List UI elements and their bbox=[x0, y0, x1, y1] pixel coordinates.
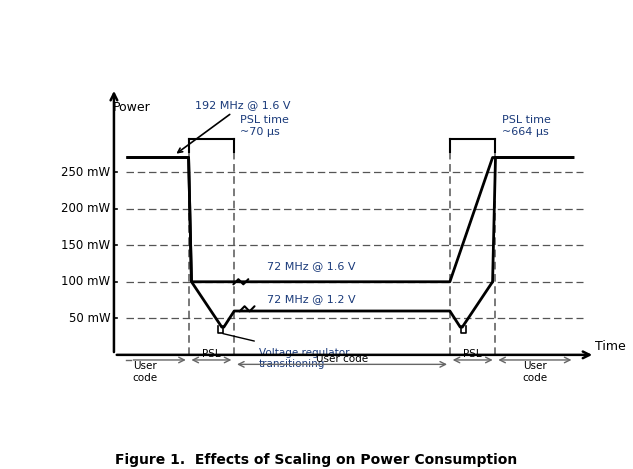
Text: PSL: PSL bbox=[463, 349, 482, 359]
Text: 72 MHz @ 1.6 V: 72 MHz @ 1.6 V bbox=[267, 262, 356, 272]
Text: User
code: User code bbox=[132, 362, 158, 383]
Text: 72 MHz @ 1.2 V: 72 MHz @ 1.2 V bbox=[267, 294, 356, 304]
Text: Voltage regulator
transitioning: Voltage regulator transitioning bbox=[259, 348, 349, 369]
Text: 192 MHz @ 1.6 V: 192 MHz @ 1.6 V bbox=[178, 100, 291, 152]
Text: User
code: User code bbox=[522, 362, 548, 383]
Text: PSL time
~70 μs: PSL time ~70 μs bbox=[241, 115, 289, 137]
Text: PSL: PSL bbox=[202, 349, 221, 359]
Text: 200 mW: 200 mW bbox=[61, 202, 111, 215]
Text: 150 mW: 150 mW bbox=[61, 239, 111, 252]
Text: Figure 1.  Effects of Scaling on Power Consumption: Figure 1. Effects of Scaling on Power Co… bbox=[115, 453, 518, 467]
Text: Power: Power bbox=[113, 101, 151, 113]
Text: PSL time
~664 μs: PSL time ~664 μs bbox=[502, 115, 551, 137]
Text: Time: Time bbox=[595, 340, 626, 354]
Text: 250 mW: 250 mW bbox=[61, 166, 111, 179]
Text: User code: User code bbox=[316, 354, 368, 363]
Text: 100 mW: 100 mW bbox=[61, 275, 111, 288]
Text: 50 mW: 50 mW bbox=[69, 312, 111, 325]
